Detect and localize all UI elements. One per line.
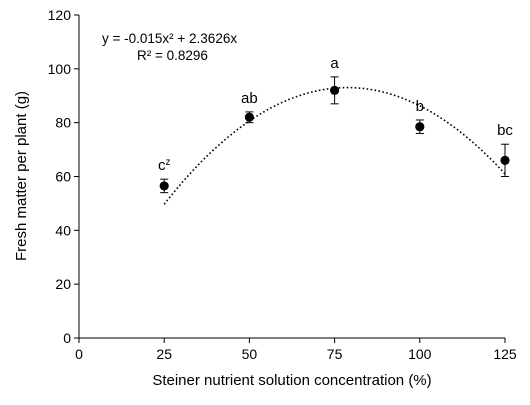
x-tick-label: 125 [493,346,517,362]
significance-letter: cz [158,157,171,175]
data-point [244,112,254,122]
x-tick-label: 50 [242,346,258,362]
ticks: 0 20 40 60 80 100 120 0 25 50 75 100 125 [48,7,517,362]
data-point-group: a [330,55,340,105]
data-point [500,155,510,165]
data-point [159,181,169,191]
y-tick-label: 40 [55,222,71,238]
axes [78,15,505,339]
data-point [415,122,425,132]
significance-letter: a [330,55,339,72]
x-axis-label: Steiner nutrient solution concentration … [152,372,431,389]
significance-letter: bc [497,122,513,139]
significance-letter: ab [241,90,258,107]
y-tick-label: 120 [48,7,72,23]
data-point-group: ab [241,90,258,124]
y-tick-label: 20 [55,276,71,292]
x-tick-label: 75 [327,346,343,362]
data-point-group: b [415,98,425,134]
significance-superscript: z [165,157,170,168]
trendline [163,86,506,205]
trend-r-squared: R² = 0.8296 [137,48,208,63]
y-tick-label: 100 [48,61,72,77]
x-tick-label: 25 [156,346,172,362]
y-tick-label: 0 [63,330,71,346]
data-point-group: bc [497,122,513,177]
y-axis-label: Fresh matter per plant (g) [13,91,30,261]
x-tick-label: 100 [408,346,432,362]
y-tick-label: 80 [55,115,71,131]
data-point-group: cz [158,157,171,194]
significance-letter: b [416,98,424,115]
x-tick-label: 0 [75,346,83,362]
trend-equation: y = -0.015x² + 2.3626x [102,31,237,46]
data-point [330,85,340,95]
y-tick-label: 60 [55,169,71,185]
